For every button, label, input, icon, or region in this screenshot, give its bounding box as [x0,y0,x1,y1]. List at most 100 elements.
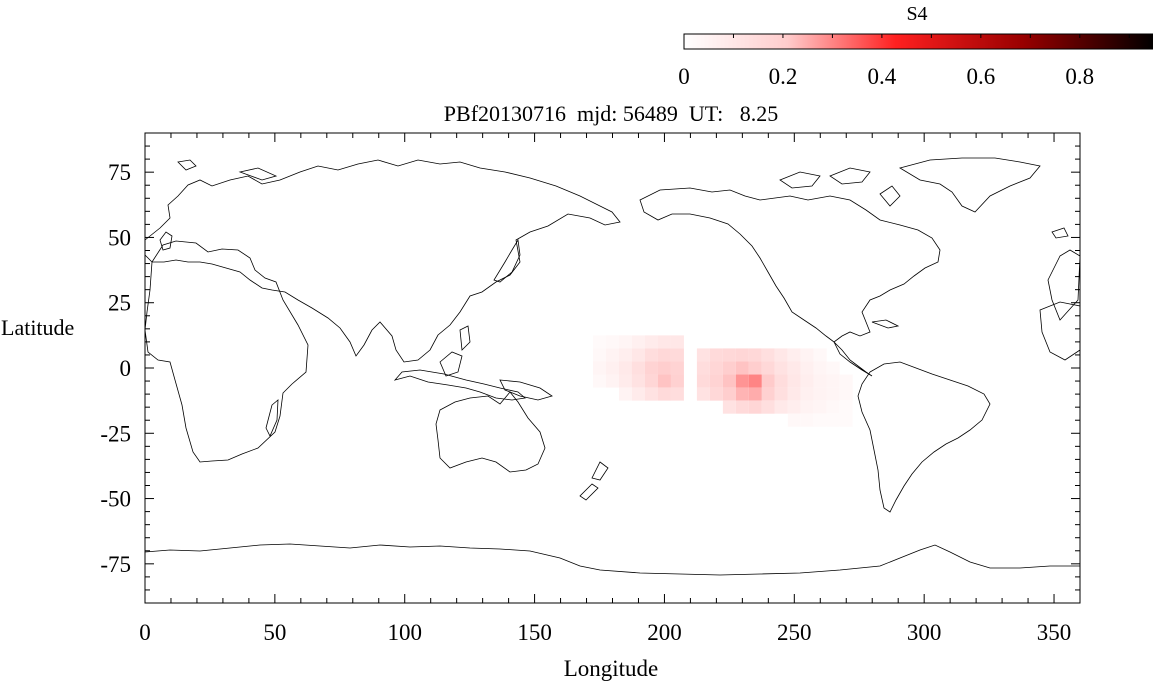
x-axis-label: Longitude [564,656,659,681]
y-tick-label: 75 [108,160,131,185]
s4-cell [800,387,814,401]
colorbar-tick-label: 0.6 [966,64,995,89]
s4-cell [787,361,801,375]
s4-cell [644,374,658,388]
s4-cell [735,374,749,388]
s4-cell [774,387,788,401]
s4-cell [761,361,775,375]
s4-cell [670,348,684,362]
s4-cell [839,400,853,414]
s4-cell [813,387,827,401]
s4-cell [774,361,788,375]
british-isles-coastline [159,231,173,251]
new-guinea-coastline [499,379,553,401]
x-tick-label: 200 [647,620,682,645]
australia-coastline [435,391,546,473]
greenland-coastline [898,157,1041,213]
iceland-coastline [1051,227,1069,239]
s4-cell [644,361,658,375]
s4-cell [813,361,827,375]
s4-cell [657,387,671,401]
s4-cell [800,374,814,388]
s4-cell [735,348,749,362]
s4-cell [839,413,853,427]
s4-cell [722,374,736,388]
s4-cell [800,348,814,362]
s4-cell [722,348,736,362]
s4-cell [709,361,723,375]
colorbar: S4 0 0.2 0.4 0.6 0.8 [678,3,1153,89]
s4-cell [606,335,619,349]
s4-cell [735,361,749,375]
s4-cell [787,348,801,362]
s4-cell [631,387,645,401]
s4-cell [800,400,814,414]
novaya-zemlya-coastline [238,167,278,181]
chart-title: PBf20130716 mjd: 56489 UT: 8.25 [444,101,778,126]
y-tick-label: -25 [100,421,131,446]
south-america-coastline [857,361,991,513]
s4-cell [839,387,853,401]
s4-cell [593,374,607,388]
colorbar-tick-label: 0.8 [1065,64,1094,89]
madagascar-coastline [265,399,279,437]
s4-cell [670,387,684,401]
s4-cell [787,400,801,414]
borneo-coastline [439,351,463,377]
s4-cell [606,361,619,375]
s4-cell [631,335,645,349]
s4-cell [709,387,723,401]
y-tick-label: -50 [100,487,131,512]
y-tick-label: 50 [108,225,131,250]
s4-cell [657,361,671,375]
x-axis: 0 50 100 150 200 250 300 350 [139,133,1071,645]
s4-cell [774,374,788,388]
s4-cell [709,348,723,362]
colorbar-tick-label: 0.4 [868,64,897,89]
caribbean-coastline [871,319,900,329]
y-tick-label: 0 [120,356,132,381]
s4-cell [670,361,684,375]
s4-cell [618,335,632,349]
s4-cell [618,387,632,401]
s4-cell [748,374,762,388]
north-america-coastline [639,187,941,343]
colorbar-label: S4 [906,3,927,25]
s4-cell [761,387,775,401]
s4-cell [696,374,710,388]
s4-cell [761,348,775,362]
japan-coastline [493,238,521,283]
s4-cell [722,361,736,375]
s4-cell [813,374,827,388]
s4-cell [696,387,710,401]
s4-cell [670,374,684,388]
y-axis: 75 50 25 0 -25 -50 -75 [100,145,1080,591]
svalbard-coastline [177,159,197,171]
s4-cell [593,335,607,349]
s4-cell [606,348,619,362]
s4-cell [618,348,632,362]
s4-cell [826,400,840,414]
s4-cell [644,335,658,349]
s4-cell [644,348,658,362]
x-tick-label: 150 [517,620,552,645]
s4-cell [722,400,736,414]
s4-cell [657,335,671,349]
x-tick-label: 250 [777,620,812,645]
europe-east-edge-coastline [1047,249,1081,321]
s4-cell [696,348,710,362]
x-tick-label: 100 [387,620,422,645]
s4-cell [826,387,840,401]
y-axis-label: Latitude [1,315,74,340]
s4-cell [813,413,827,427]
colorbar-tick-label: 0.2 [769,64,798,89]
s4-cell [826,413,840,427]
s4-cell [709,374,723,388]
s4-cell [748,387,762,401]
s4-cell [748,361,762,375]
s4-cell [644,387,658,401]
s4-cell [735,400,749,414]
x-tick-label: 50 [263,620,286,645]
indonesia-coastline [393,369,526,401]
s4-cell [800,361,814,375]
